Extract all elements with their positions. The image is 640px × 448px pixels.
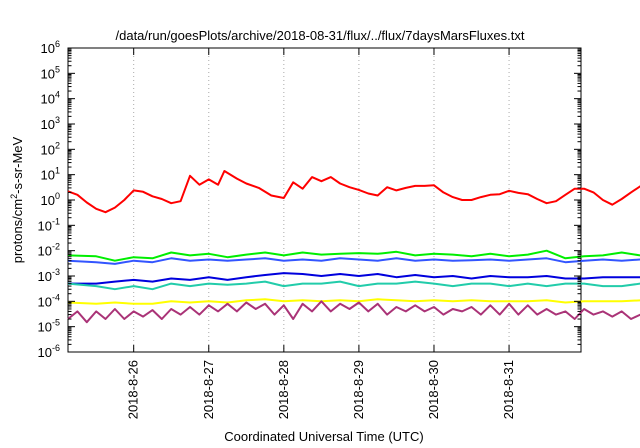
y-tick-exp: 2 bbox=[55, 140, 60, 150]
y-tick-label: 101 bbox=[41, 166, 60, 183]
y-axis-label-sup: 2 bbox=[9, 194, 19, 199]
y-axis: 10-610-510-410-310-210-11001011021031041… bbox=[38, 39, 581, 360]
y-tick-base: 10 bbox=[38, 269, 52, 284]
y-tick-exp: 4 bbox=[55, 90, 60, 100]
plot-frame bbox=[67, 47, 582, 353]
x-tick-label: 2018-8-27 bbox=[201, 360, 216, 419]
y-tick-label: 10-5 bbox=[38, 318, 60, 335]
series-line-5 bbox=[67, 280, 640, 291]
x-tick-label: 2018-8-26 bbox=[126, 360, 141, 419]
y-tick-base: 10 bbox=[38, 345, 52, 360]
y-tick-base: 10 bbox=[41, 142, 55, 157]
y-tick-exp: -3 bbox=[52, 267, 60, 277]
series-line-1 bbox=[67, 170, 640, 214]
series-line-2 bbox=[67, 249, 640, 262]
series-lines bbox=[67, 170, 640, 324]
y-tick-base: 10 bbox=[38, 320, 52, 335]
y-tick-exp: -2 bbox=[52, 242, 60, 252]
y-tick-label: 10-1 bbox=[38, 216, 60, 233]
chart-title: /data/run/goesPlots/archive/2018-08-31/f… bbox=[116, 28, 525, 43]
y-tick-label: 105 bbox=[41, 64, 60, 81]
y-tick-exp: 3 bbox=[55, 115, 60, 125]
x-axis: 2018-8-26 2018-8-27 2018-8-28 2018-8-29 2018… bbox=[126, 48, 516, 419]
y-tick-exp: 6 bbox=[55, 39, 60, 49]
y-tick-base: 10 bbox=[38, 244, 52, 259]
y-tick-exp: 0 bbox=[55, 191, 60, 201]
y-tick-label: 103 bbox=[41, 115, 60, 132]
y-tick-label: 10-2 bbox=[38, 242, 60, 259]
x-tick-label: 2018-8-29 bbox=[351, 360, 366, 419]
y-tick-label: 102 bbox=[41, 140, 60, 157]
x-axis-label: Coordinated Universal Time (UTC) bbox=[224, 429, 423, 444]
y-tick-base: 10 bbox=[41, 66, 55, 81]
grid-lines bbox=[133, 48, 510, 352]
x-tick-label: 2018-8-28 bbox=[276, 360, 291, 419]
y-tick-label: 104 bbox=[41, 90, 60, 107]
y-tick-label: 106 bbox=[41, 39, 60, 56]
series-line-6 bbox=[67, 298, 640, 305]
y-tick-base: 10 bbox=[38, 218, 52, 233]
y-tick-base: 10 bbox=[41, 41, 55, 56]
y-tick-exp: 5 bbox=[55, 64, 60, 74]
y-tick-exp: -5 bbox=[52, 318, 60, 328]
y-tick-base: 10 bbox=[38, 294, 52, 309]
y-tick-base: 10 bbox=[41, 117, 55, 132]
y-tick-exp: -6 bbox=[52, 343, 60, 353]
x-tick-label: 2018-8-31 bbox=[501, 360, 516, 419]
series-line-3 bbox=[67, 257, 640, 265]
y-tick-label: 10-4 bbox=[38, 292, 60, 309]
series-line-7 bbox=[67, 300, 640, 324]
y-tick-base: 10 bbox=[41, 193, 55, 208]
y-tick-exp: -4 bbox=[52, 292, 60, 302]
y-axis-label: protons/cm2-s-sr-MeV bbox=[9, 136, 25, 263]
y-axis-label-post: -s-sr-MeV bbox=[10, 136, 25, 193]
y-tick-base: 10 bbox=[41, 168, 55, 183]
y-axis-label-pre: protons/cm bbox=[10, 199, 25, 263]
y-tick-label: 100 bbox=[41, 191, 60, 208]
x-tick-label: 2018-8-30 bbox=[426, 360, 441, 419]
y-tick-base: 10 bbox=[41, 92, 55, 107]
plot-area bbox=[67, 47, 640, 353]
y-tick-label: 10-6 bbox=[38, 343, 60, 360]
y-tick-exp: 1 bbox=[55, 166, 60, 176]
y-tick-exp: -1 bbox=[52, 216, 60, 226]
series-line-4 bbox=[68, 272, 640, 285]
y-tick-label: 10-3 bbox=[38, 267, 60, 284]
